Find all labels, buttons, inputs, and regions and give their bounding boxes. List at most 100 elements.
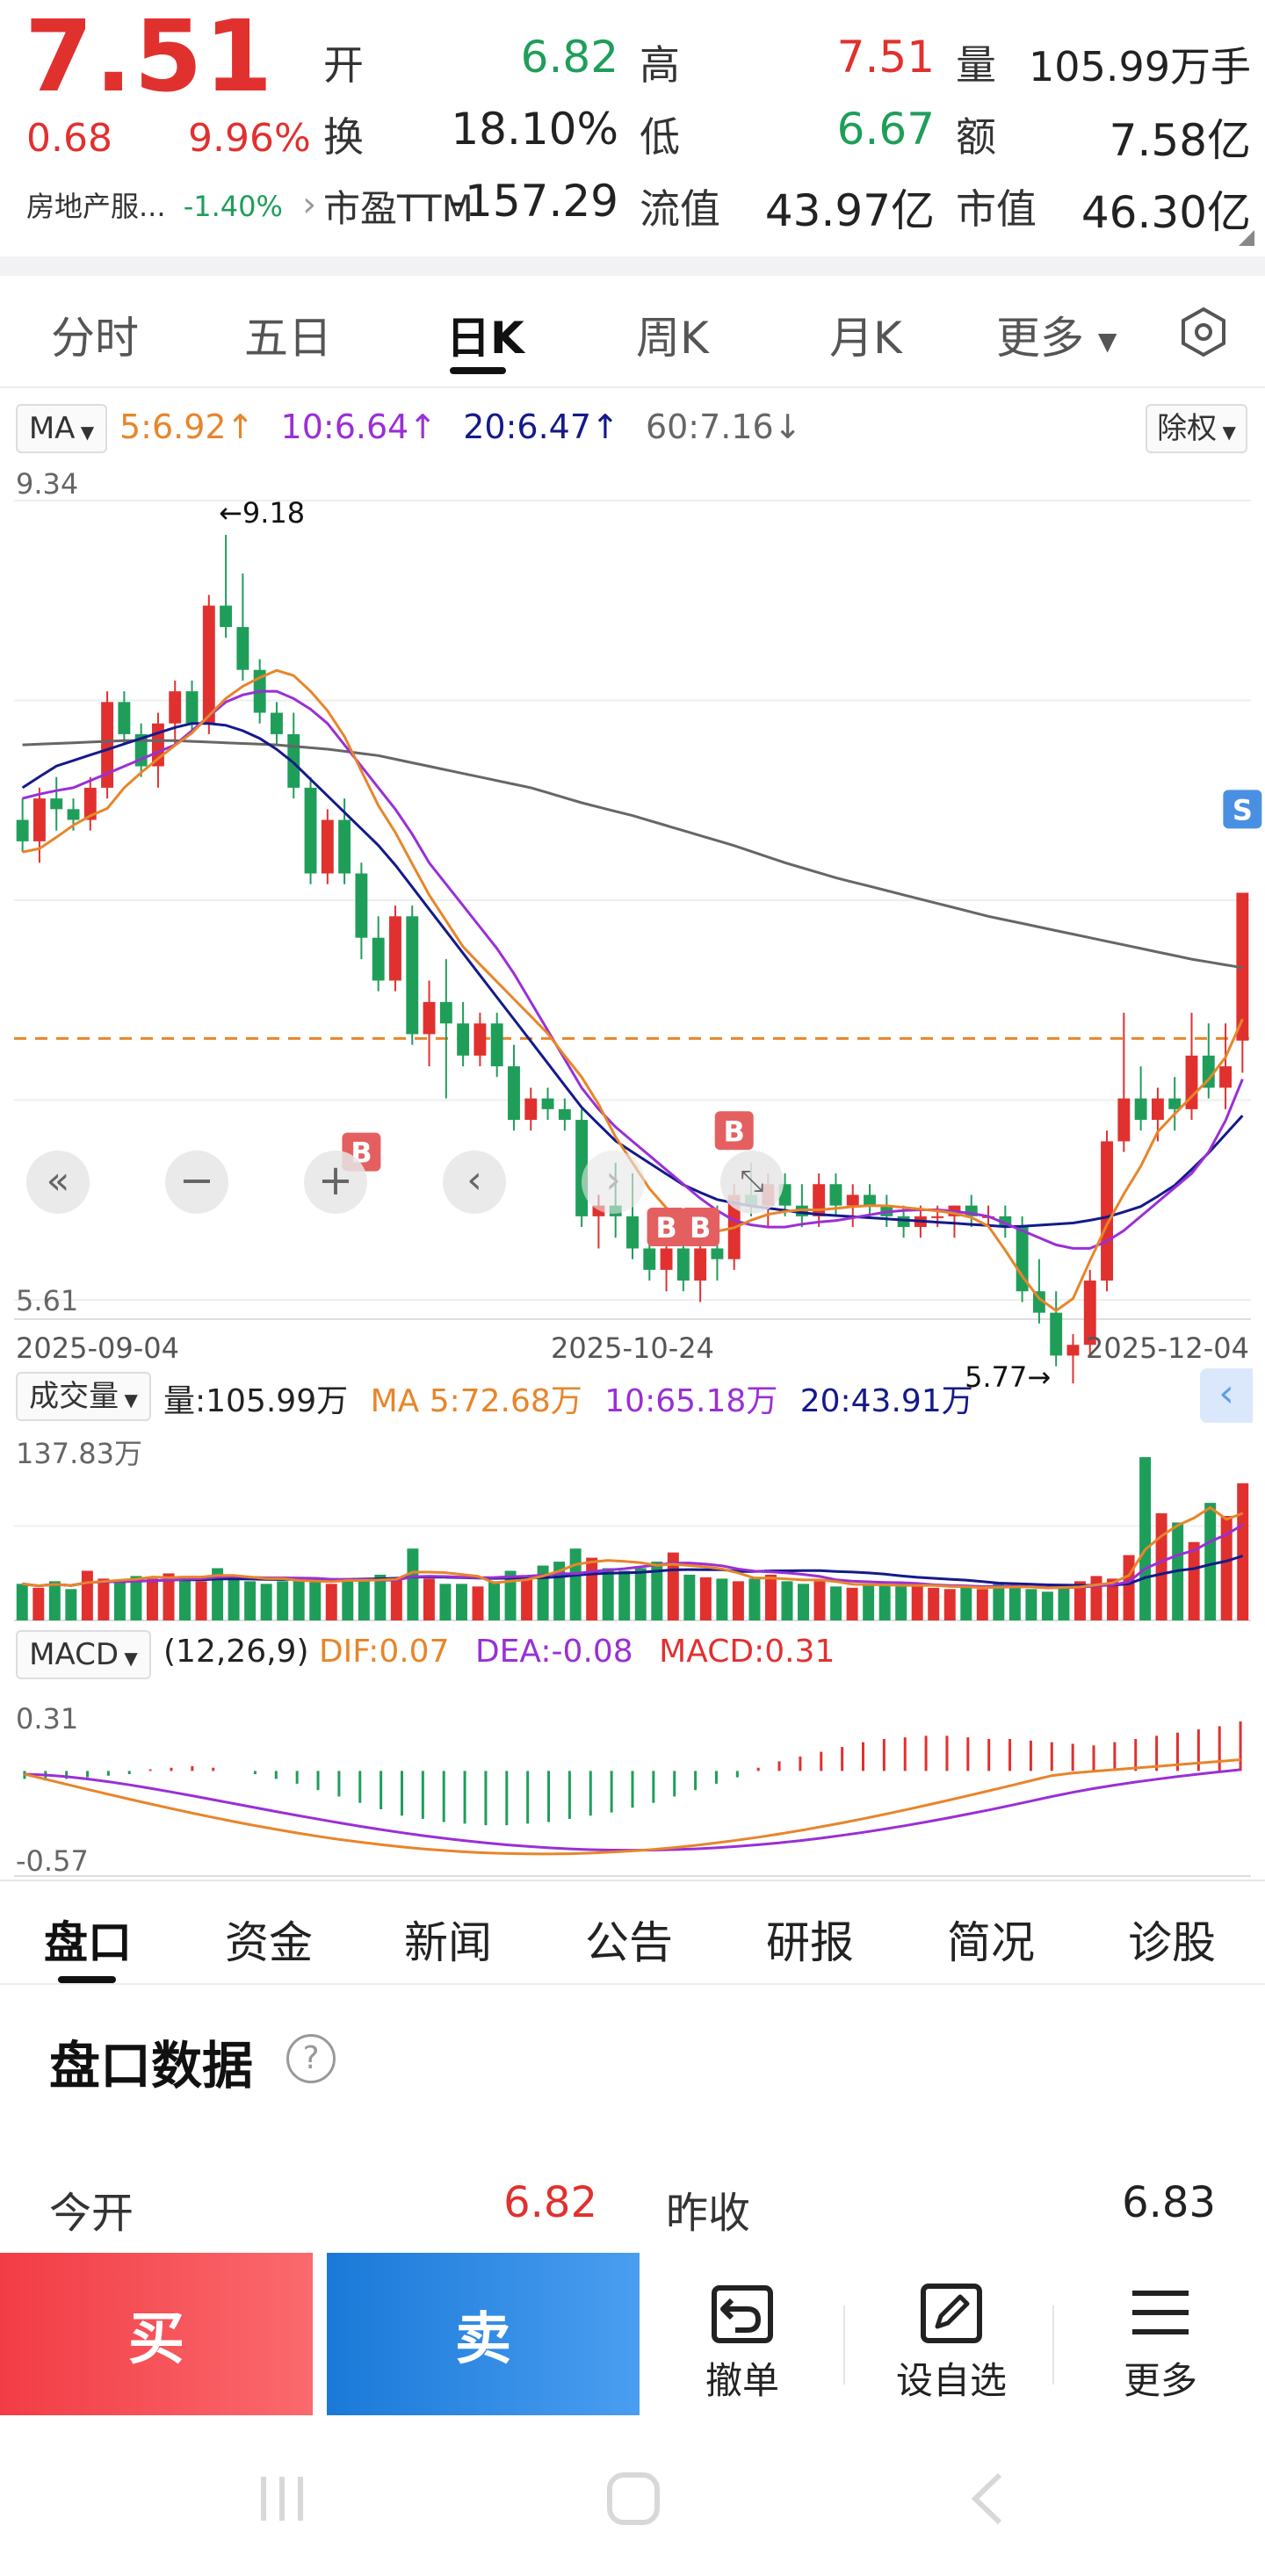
quote-header: 7.51 0.68 9.96% 房地产服... -1.40% › 开 换 市盈T… — [0, 0, 1265, 255]
volume-bar — [374, 1574, 387, 1620]
more-button[interactable]: 更多 — [1086, 2279, 1235, 2405]
arrow-up-icon: ↑ — [408, 408, 437, 446]
active-tab-indicator — [58, 1976, 116, 1983]
volume-ma5-line — [22, 1505, 1244, 1590]
candle — [16, 819, 29, 841]
volume-bar — [212, 1568, 224, 1620]
tab-more[interactable]: 更多 ▼ — [996, 313, 1117, 364]
tab-intraday[interactable]: 分时 — [51, 313, 139, 364]
volume-bar — [146, 1578, 158, 1620]
candle — [423, 1001, 436, 1035]
add-watchlist-button[interactable]: 设自选 — [877, 2279, 1026, 2405]
candlestick-chart[interactable]: 9.34 5.61 2025-09-04 2025-10-24 2025-12-04 ←9… — [0, 465, 1265, 1388]
candle — [338, 819, 351, 874]
volume-bar — [993, 1584, 1005, 1620]
volume-chart[interactable]: 137.83万 — [0, 1432, 1265, 1629]
turnover-label: 换 — [323, 113, 364, 161]
volume-ma20: 20:43.91万 — [799, 1383, 973, 1419]
volume-bar — [1188, 1541, 1200, 1620]
volume-bar — [33, 1587, 45, 1620]
ma-selector[interactable]: MA ▼ — [16, 404, 107, 453]
macd-indicator-selector[interactable]: MACD ▼ — [16, 1630, 151, 1679]
sell-button[interactable]: 卖 — [327, 2253, 640, 2415]
volume-bar — [781, 1581, 793, 1620]
ma20-value: 20:6.47 — [463, 408, 591, 446]
buy-signal-badge-text: B — [724, 1115, 745, 1148]
tab-order-book[interactable]: 盘口 — [44, 1917, 132, 1968]
volume-bar — [895, 1584, 907, 1620]
back-icon[interactable] — [958, 2468, 1019, 2529]
cancel-order-button[interactable]: 撤单 — [668, 2279, 817, 2405]
volume-bar — [976, 1589, 988, 1620]
zoom-out-icon[interactable]: − — [165, 1151, 228, 1214]
open-row-label: 今开 — [49, 2189, 134, 2238]
scroll-right-icon[interactable]: › — [582, 1151, 645, 1214]
volume-bar — [81, 1570, 93, 1620]
tab-five-day[interactable]: 五日 — [244, 313, 332, 364]
candle — [439, 1001, 452, 1024]
tab-research[interactable]: 研报 — [766, 1917, 854, 1968]
open-value: 6.82 — [520, 32, 618, 83]
caret-down-icon: ▼ — [75, 422, 95, 443]
volume-bar — [48, 1581, 61, 1620]
volume-bar — [439, 1584, 452, 1620]
volume-bar — [358, 1581, 370, 1620]
caret-down-icon: ▼ — [119, 1648, 138, 1669]
collapse-panel-icon[interactable]: ‹ — [1200, 1368, 1253, 1423]
ma60-line — [22, 739, 1243, 970]
recent-apps-icon[interactable] — [251, 2468, 313, 2529]
candle — [406, 916, 419, 1035]
caret-down-icon: ▼ — [119, 1389, 138, 1411]
candle — [236, 626, 249, 670]
sector-link[interactable]: 房地产服... -1.40% › — [26, 184, 316, 225]
tab-daily-k[interactable]: 日K — [446, 313, 524, 364]
volume-indicator-selector[interactable]: 成交量 ▼ — [16, 1372, 151, 1421]
candle — [50, 798, 63, 810]
volume-bar — [1107, 1578, 1119, 1620]
chart-area[interactable]: MA ▼ 5:6.92↑ 10:6.64↑ 20:6.47↑ 60:7.16↓ … — [0, 386, 1265, 1880]
adjust-selector[interactable]: 除权 ▼ — [1146, 404, 1247, 453]
settings-hexagon-icon[interactable] — [1177, 306, 1230, 362]
last-price: 7.51 — [25, 0, 275, 114]
macd-dif: DIF:0.07 — [318, 1634, 450, 1670]
candle — [1066, 1345, 1080, 1356]
fast-back-icon[interactable]: « — [26, 1151, 90, 1214]
volume-bar — [634, 1568, 647, 1620]
candle — [626, 1216, 639, 1249]
buy-signal-badge — [681, 1208, 720, 1247]
tab-news[interactable]: 新闻 — [404, 1917, 492, 1968]
candle — [694, 1248, 707, 1281]
volume-bar — [764, 1574, 777, 1620]
macd-chart[interactable]: 0.31 -0.57 — [0, 1686, 1265, 1880]
home-icon[interactable] — [603, 2468, 664, 2529]
volume-bar — [943, 1589, 956, 1620]
prev-close-label: 昨收 — [666, 2189, 751, 2238]
scroll-left-icon[interactable]: ‹ — [443, 1151, 506, 1214]
fullscreen-icon[interactable]: ⤡ — [720, 1151, 784, 1214]
candle — [33, 798, 46, 841]
volume-bar — [1008, 1586, 1021, 1620]
help-icon[interactable]: ? — [286, 2034, 336, 2083]
volume-ma5: 5:72.68万 — [429, 1383, 582, 1419]
arrow-down-icon: ↓ — [773, 408, 802, 446]
mcap-label: 市值 — [956, 185, 1037, 233]
volume-bar — [683, 1574, 696, 1620]
tab-monthly-k[interactable]: 月K — [829, 313, 902, 364]
candle — [864, 1194, 876, 1206]
chevron-right-icon: › — [302, 184, 317, 225]
volume-bar — [195, 1581, 207, 1620]
tab-weekly-k[interactable]: 周K — [636, 313, 709, 364]
candle — [271, 712, 283, 734]
volume-bar — [65, 1589, 77, 1620]
pe-label: 市盈TTM — [323, 187, 473, 230]
tab-announcements[interactable]: 公告 — [585, 1917, 673, 1968]
zoom-in-icon[interactable]: + — [304, 1151, 367, 1214]
buy-button[interactable]: 买 — [0, 2253, 313, 2415]
tab-diagnosis[interactable]: 诊股 — [1128, 1917, 1216, 1968]
tab-funds[interactable]: 资金 — [225, 1917, 313, 1968]
volume-ma20-line — [22, 1555, 1244, 1588]
tab-profile[interactable]: 简况 — [947, 1917, 1035, 1968]
macd-dea: DEA:-0.08 — [474, 1634, 633, 1670]
volume-bar — [1090, 1576, 1102, 1620]
volume-bar — [732, 1581, 744, 1620]
